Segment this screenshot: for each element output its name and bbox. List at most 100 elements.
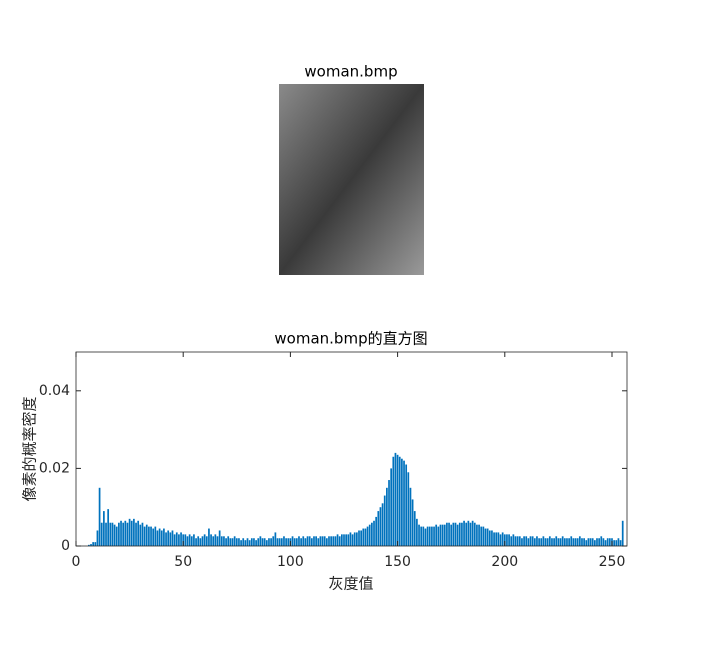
bar <box>381 503 384 546</box>
bar <box>220 536 223 546</box>
bar <box>96 530 99 546</box>
bar <box>150 526 152 546</box>
bar <box>437 526 440 546</box>
bar <box>574 538 577 546</box>
bar <box>235 538 238 546</box>
bar <box>201 536 204 546</box>
bar <box>182 534 185 546</box>
bar <box>388 480 390 546</box>
bar <box>401 458 403 546</box>
bar <box>566 538 568 546</box>
bar <box>439 524 442 546</box>
bar <box>544 538 547 546</box>
bar <box>557 538 560 546</box>
bar <box>615 540 618 546</box>
bar <box>426 526 429 546</box>
bar <box>497 532 500 546</box>
bar <box>469 522 472 546</box>
bar <box>199 538 202 546</box>
bar <box>330 536 332 546</box>
bar <box>323 536 326 546</box>
bar <box>407 472 410 546</box>
bar <box>169 532 172 546</box>
bar <box>394 452 397 546</box>
bar <box>122 522 125 546</box>
bar <box>156 530 159 546</box>
bar <box>553 538 555 546</box>
bar <box>113 524 116 546</box>
bar <box>471 520 474 546</box>
bar <box>88 544 90 546</box>
bar <box>454 522 457 546</box>
bar <box>188 534 191 546</box>
bar <box>165 532 167 546</box>
bar <box>250 538 253 546</box>
bar <box>248 540 251 546</box>
bar <box>283 536 285 546</box>
bar <box>223 536 225 546</box>
bar <box>167 530 170 546</box>
bar <box>291 536 294 546</box>
bar <box>233 536 236 546</box>
bar <box>525 536 528 546</box>
bar <box>137 520 140 546</box>
bar <box>139 524 142 546</box>
bar <box>446 522 448 546</box>
bar <box>302 536 305 546</box>
bar <box>103 511 105 546</box>
bar <box>353 532 356 546</box>
bar <box>338 536 341 546</box>
bar <box>173 534 176 546</box>
bar <box>287 538 290 546</box>
bar <box>218 530 221 546</box>
bar <box>184 534 187 546</box>
x-tick-label: 250 <box>599 554 626 570</box>
bar <box>591 538 594 546</box>
y-axis-label: 像素的概率密度 <box>21 396 39 501</box>
bar <box>613 540 615 546</box>
bar <box>270 538 272 546</box>
bar <box>208 528 210 546</box>
bar <box>516 536 519 546</box>
bar <box>319 536 322 546</box>
bar <box>398 456 401 546</box>
bar <box>100 522 103 546</box>
bar <box>621 520 624 546</box>
bar <box>328 536 330 546</box>
bar <box>428 526 431 546</box>
bar <box>261 538 264 546</box>
bar <box>533 538 536 546</box>
bar <box>193 534 195 546</box>
bar <box>216 536 219 546</box>
bar <box>478 524 480 546</box>
bar <box>360 530 363 546</box>
x-axis-label: 灰度值 <box>328 575 373 593</box>
bar <box>431 526 433 546</box>
bar <box>358 530 360 546</box>
bar <box>546 538 549 546</box>
bar <box>409 487 412 546</box>
bar <box>501 532 504 546</box>
bar <box>411 499 414 546</box>
bar <box>304 538 307 546</box>
bar <box>268 538 270 546</box>
bar <box>295 538 298 546</box>
axes-box <box>75 351 628 547</box>
bar <box>351 534 354 546</box>
bar <box>90 544 92 546</box>
bar <box>214 534 217 546</box>
bar <box>538 538 540 546</box>
bar <box>386 487 388 546</box>
bar <box>259 536 262 546</box>
bar <box>589 538 592 546</box>
bar <box>265 540 268 546</box>
bar <box>529 536 532 546</box>
bar <box>175 532 178 546</box>
bar <box>238 538 240 546</box>
bar <box>514 536 517 546</box>
bar <box>456 524 459 546</box>
bar <box>210 534 212 546</box>
bar <box>109 522 112 546</box>
bar <box>115 526 118 546</box>
bar <box>435 524 438 546</box>
